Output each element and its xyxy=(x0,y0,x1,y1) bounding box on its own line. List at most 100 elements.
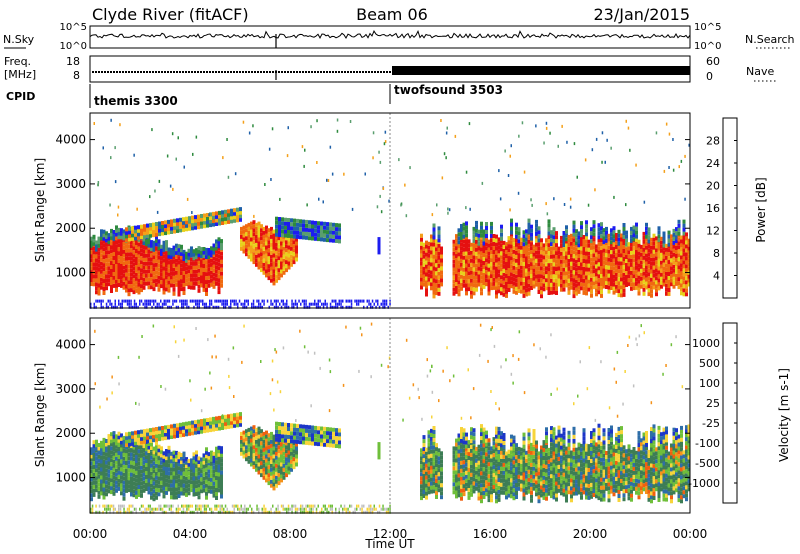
data-cell xyxy=(662,246,666,251)
data-cell xyxy=(335,302,337,306)
data-cell xyxy=(142,464,146,469)
data-cell xyxy=(172,252,176,257)
data-cell xyxy=(425,280,428,285)
data-cell xyxy=(552,239,556,244)
data-cell xyxy=(532,276,536,281)
data-cell xyxy=(250,426,253,431)
data-cell xyxy=(385,299,388,303)
data-cell xyxy=(430,262,433,267)
data-cell xyxy=(430,461,433,466)
data-cell xyxy=(592,277,596,282)
data-cell xyxy=(135,490,138,495)
data-cell xyxy=(622,268,626,273)
data-cell xyxy=(215,472,218,476)
data-cell xyxy=(567,286,571,291)
data-cell xyxy=(675,273,678,278)
data-cell xyxy=(318,197,320,201)
data-cell xyxy=(311,425,314,430)
data-cell xyxy=(409,166,411,170)
data-cell xyxy=(175,491,178,496)
data-cell xyxy=(177,466,181,471)
data-cell xyxy=(665,122,668,126)
data-cell xyxy=(465,436,468,441)
data-cell xyxy=(572,262,576,267)
data-cell xyxy=(572,242,576,247)
data-cell xyxy=(311,228,314,233)
data-cell xyxy=(437,291,441,296)
data-cell xyxy=(157,275,161,280)
data-cell xyxy=(620,249,623,254)
data-cell xyxy=(114,305,116,309)
data-cell xyxy=(97,462,101,467)
data-cell xyxy=(532,260,536,265)
data-cell xyxy=(217,299,220,303)
data-cell xyxy=(192,152,194,156)
data-cell xyxy=(244,305,246,309)
data-cell xyxy=(102,283,106,287)
data-cell xyxy=(462,480,466,485)
data-cell xyxy=(660,260,663,265)
data-cell xyxy=(127,448,131,453)
data-cell xyxy=(427,438,431,443)
data-cell xyxy=(427,241,431,246)
data-cell xyxy=(162,278,166,283)
data-cell xyxy=(505,289,508,294)
freq-dot xyxy=(287,71,289,73)
data-cell xyxy=(284,233,287,238)
data-cell xyxy=(672,138,674,141)
data-cell xyxy=(582,278,586,283)
data-cell xyxy=(125,227,128,232)
data-cell xyxy=(247,451,251,456)
data-cell xyxy=(577,277,581,282)
data-cell xyxy=(105,460,108,465)
data-cell xyxy=(224,216,227,221)
data-cell xyxy=(537,278,541,283)
data-cell xyxy=(120,235,123,240)
data-cell xyxy=(145,277,148,282)
data-cell xyxy=(110,470,113,475)
data-cell xyxy=(200,217,203,222)
data-cell xyxy=(273,305,276,309)
data-cell xyxy=(221,426,224,430)
data-cell xyxy=(132,453,136,458)
data-cell xyxy=(187,487,191,492)
data-cell xyxy=(95,244,98,248)
data-cell xyxy=(149,431,152,436)
data-cell xyxy=(217,282,221,287)
data-cell xyxy=(137,461,141,466)
data-cell xyxy=(206,418,209,422)
data-cell xyxy=(617,265,621,270)
data-cell xyxy=(92,282,96,287)
data-cell xyxy=(218,217,221,222)
data-cell xyxy=(455,242,458,247)
data-cell xyxy=(303,305,305,309)
data-cell xyxy=(625,283,628,287)
data-cell xyxy=(267,244,271,249)
data-cell xyxy=(100,277,103,282)
data-cell xyxy=(260,473,263,478)
data-cell xyxy=(672,276,676,281)
data-cell xyxy=(152,434,155,439)
data-cell xyxy=(192,464,196,469)
data-cell xyxy=(655,256,658,261)
data-cell xyxy=(193,299,195,303)
data-cell xyxy=(287,229,290,234)
data-cell xyxy=(172,255,176,260)
data-cell xyxy=(281,434,284,439)
data-cell xyxy=(652,249,656,254)
data-cell xyxy=(284,434,287,439)
data-cell xyxy=(535,258,538,263)
noise-left-label: N.Sky xyxy=(3,33,35,46)
data-cell xyxy=(440,270,443,275)
data-cell xyxy=(470,294,473,299)
data-cell xyxy=(320,434,323,439)
data-cell xyxy=(132,286,136,291)
data-cell xyxy=(150,243,153,248)
data-cell xyxy=(460,472,463,477)
data-cell xyxy=(527,279,531,284)
data-cell xyxy=(477,266,481,271)
data-cell xyxy=(560,267,563,272)
data-cell xyxy=(565,259,568,264)
data-cell xyxy=(275,224,278,229)
data-cell xyxy=(287,226,290,230)
